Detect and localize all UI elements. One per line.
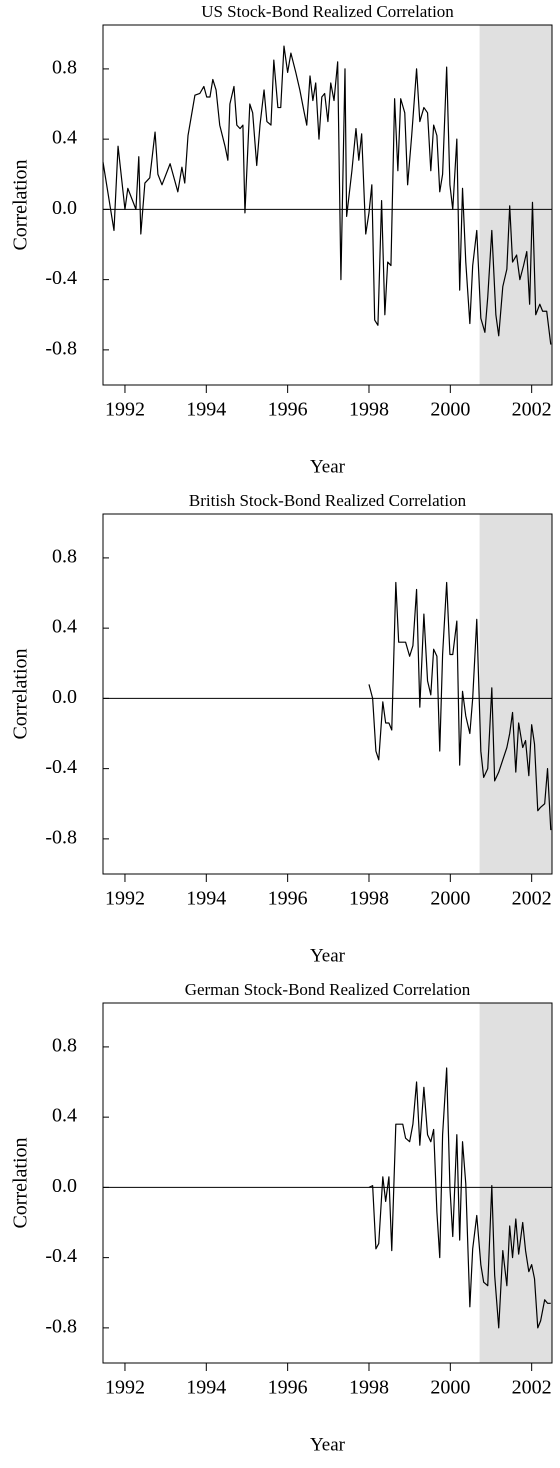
x-tick-label: 1994 (186, 888, 226, 910)
x-tick-label: 1992 (105, 1377, 145, 1399)
data-line (368, 581, 552, 831)
plot-frame (102, 24, 553, 386)
x-axis-label: Year (310, 456, 346, 477)
shaded-region (479, 514, 552, 874)
x-tick-label: 2000 (430, 888, 470, 910)
y-tick-label: 0.4 (52, 1105, 77, 1127)
x-axis-label: Year (310, 1434, 346, 1455)
x-tick-label: 1996 (268, 1377, 308, 1399)
chart-title: British Stock-Bond Realized Correlation (189, 491, 467, 510)
x-tick-label: 2002 (512, 1377, 552, 1399)
x-tick-label: 1998 (349, 399, 389, 421)
data-line (102, 45, 552, 345)
x-tick-label: 1992 (105, 888, 145, 910)
x-tick-label: 2002 (512, 399, 552, 421)
y-tick-label: 0.4 (52, 127, 77, 149)
y-tick-label: 0.0 (52, 1175, 77, 1197)
y-tick-label: -0.8 (45, 337, 77, 359)
y-tick-label: -0.4 (45, 1245, 77, 1267)
x-axis-label: Year (310, 945, 346, 966)
x-tick-label: 1994 (186, 399, 226, 421)
plot-frame (102, 513, 553, 875)
y-axis-label: Correlation (10, 159, 32, 250)
plot-frame (102, 1002, 553, 1364)
y-axis-label: Correlation (10, 648, 32, 739)
y-tick-label: 0.8 (52, 545, 77, 567)
x-tick-label: 1994 (186, 1377, 226, 1399)
y-tick-label: 0.0 (52, 686, 77, 708)
chart-title: US Stock-Bond Realized Correlation (201, 2, 454, 21)
shaded-region (479, 25, 552, 385)
chart-title: German Stock-Bond Realized Correlation (185, 980, 471, 999)
y-tick-label: 0.8 (52, 1034, 77, 1056)
y-tick-label: -0.8 (45, 1315, 77, 1337)
x-tick-label: 1996 (268, 399, 308, 421)
data-line (368, 1067, 551, 1329)
y-axis-label: Correlation (10, 1137, 32, 1228)
y-tick-label: 0.8 (52, 56, 77, 78)
x-tick-label: 1998 (349, 1377, 389, 1399)
y-tick-label: -0.4 (45, 756, 77, 778)
y-tick-label: -0.4 (45, 267, 77, 289)
x-tick-label: 1992 (105, 399, 145, 421)
y-tick-label: 0.4 (52, 616, 77, 638)
x-tick-label: 2000 (430, 399, 470, 421)
x-tick-label: 1998 (349, 888, 389, 910)
y-tick-label: -0.8 (45, 826, 77, 848)
y-tick-label: 0.0 (52, 197, 77, 219)
x-tick-label: 1996 (268, 888, 308, 910)
x-tick-label: 2002 (512, 888, 552, 910)
shaded-region (479, 1003, 552, 1363)
x-tick-label: 2000 (430, 1377, 470, 1399)
